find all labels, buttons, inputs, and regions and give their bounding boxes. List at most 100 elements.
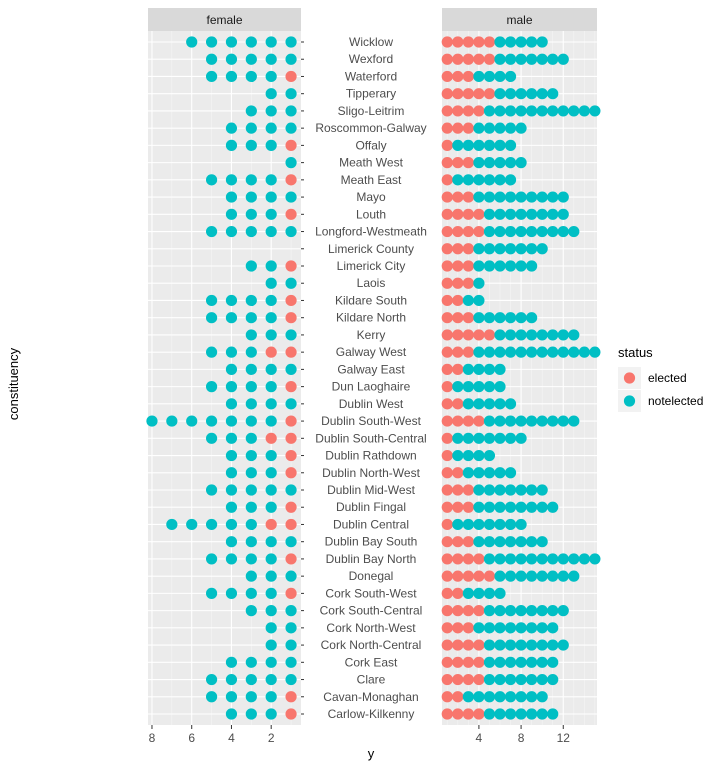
- point-notelected: [265, 312, 277, 324]
- point-notelected: [285, 277, 297, 289]
- point-notelected: [462, 587, 474, 599]
- point-elected: [462, 191, 474, 203]
- point-notelected: [186, 36, 198, 48]
- point-notelected: [557, 105, 569, 117]
- point-elected: [462, 105, 474, 117]
- point-notelected: [265, 467, 277, 479]
- point-notelected: [473, 260, 485, 272]
- point-notelected: [225, 691, 238, 703]
- point-notelected: [515, 553, 527, 565]
- x-tick-label: 8: [149, 731, 156, 745]
- point-elected: [452, 553, 464, 565]
- point-notelected: [504, 398, 517, 410]
- point-notelected: [225, 70, 238, 83]
- y-tick-label: Dun Laoghaire: [332, 380, 411, 394]
- point-notelected: [225, 36, 238, 48]
- point-notelected: [515, 312, 527, 324]
- point-notelected: [225, 432, 238, 444]
- point-elected: [441, 157, 453, 169]
- point-notelected: [504, 70, 517, 83]
- point-notelected: [285, 570, 297, 582]
- point-elected: [452, 605, 464, 617]
- point-notelected: [526, 708, 538, 720]
- point-notelected: [225, 467, 238, 479]
- facet-panels: female male: [146, 8, 601, 725]
- point-notelected: [515, 157, 527, 169]
- point-elected: [441, 294, 453, 307]
- point-notelected: [494, 432, 506, 444]
- point-notelected: [547, 53, 559, 65]
- y-tick-label: Kildare South: [335, 293, 407, 307]
- point-notelected: [515, 673, 527, 686]
- point-notelected: [515, 191, 527, 203]
- point-notelected: [494, 36, 506, 48]
- point-notelected: [483, 191, 496, 203]
- point-elected: [441, 398, 453, 410]
- point-elected: [452, 88, 464, 100]
- point-notelected: [483, 501, 496, 513]
- point-notelected: [225, 398, 238, 410]
- point-elected: [452, 415, 464, 427]
- point-notelected: [526, 484, 538, 496]
- y-tick-label: Galway East: [337, 362, 405, 376]
- x-tick-label: 8: [518, 731, 525, 745]
- point-elected: [441, 605, 453, 617]
- point-elected: [441, 553, 453, 565]
- point-notelected: [504, 122, 517, 134]
- point-notelected: [473, 518, 485, 531]
- point-elected: [462, 53, 474, 65]
- point-notelected: [265, 656, 277, 668]
- point-notelected: [265, 622, 277, 634]
- x-axis-female: 8 6 4 2: [149, 725, 275, 745]
- facet-female: female: [146, 8, 301, 725]
- point-elected: [441, 449, 453, 462]
- point-notelected: [494, 208, 506, 220]
- point-notelected: [205, 432, 218, 444]
- point-notelected: [205, 587, 218, 599]
- point-notelected: [245, 605, 257, 617]
- point-notelected: [265, 122, 277, 134]
- point-notelected: [225, 415, 238, 427]
- point-notelected: [245, 294, 257, 307]
- point-notelected: [205, 553, 218, 565]
- point-elected: [441, 70, 453, 83]
- point-notelected: [557, 329, 569, 341]
- point-notelected: [245, 105, 257, 117]
- point-elected: [265, 432, 277, 444]
- point-notelected: [245, 139, 257, 151]
- y-tick-label: Meath West: [339, 156, 403, 170]
- point-elected: [441, 484, 453, 496]
- point-notelected: [494, 691, 506, 703]
- legend-title: status: [618, 345, 653, 360]
- point-notelected: [462, 363, 474, 375]
- point-notelected: [589, 346, 601, 358]
- point-elected: [285, 518, 297, 531]
- point-notelected: [245, 70, 257, 83]
- point-elected: [473, 553, 485, 565]
- point-elected: [452, 673, 464, 686]
- point-notelected: [245, 122, 257, 134]
- point-notelected: [483, 467, 496, 479]
- point-notelected: [515, 53, 527, 65]
- y-tick-label: Dublin West: [339, 397, 404, 411]
- point-notelected: [494, 553, 506, 565]
- point-notelected: [536, 243, 548, 255]
- point-notelected: [526, 656, 538, 668]
- point-elected: [452, 484, 464, 496]
- point-notelected: [265, 363, 277, 375]
- point-elected: [452, 363, 464, 375]
- y-tick-label: Dublin Rathdown: [325, 449, 416, 463]
- point-notelected: [536, 346, 548, 358]
- point-notelected: [265, 36, 277, 48]
- point-notelected: [547, 553, 559, 565]
- point-notelected: [504, 208, 517, 220]
- point-notelected: [462, 294, 474, 307]
- point-elected: [452, 225, 464, 238]
- y-tick-label: Louth: [356, 207, 386, 221]
- point-notelected: [205, 346, 218, 358]
- point-notelected: [504, 605, 517, 617]
- point-notelected: [473, 243, 485, 255]
- point-notelected: [245, 363, 257, 375]
- point-elected: [462, 312, 474, 324]
